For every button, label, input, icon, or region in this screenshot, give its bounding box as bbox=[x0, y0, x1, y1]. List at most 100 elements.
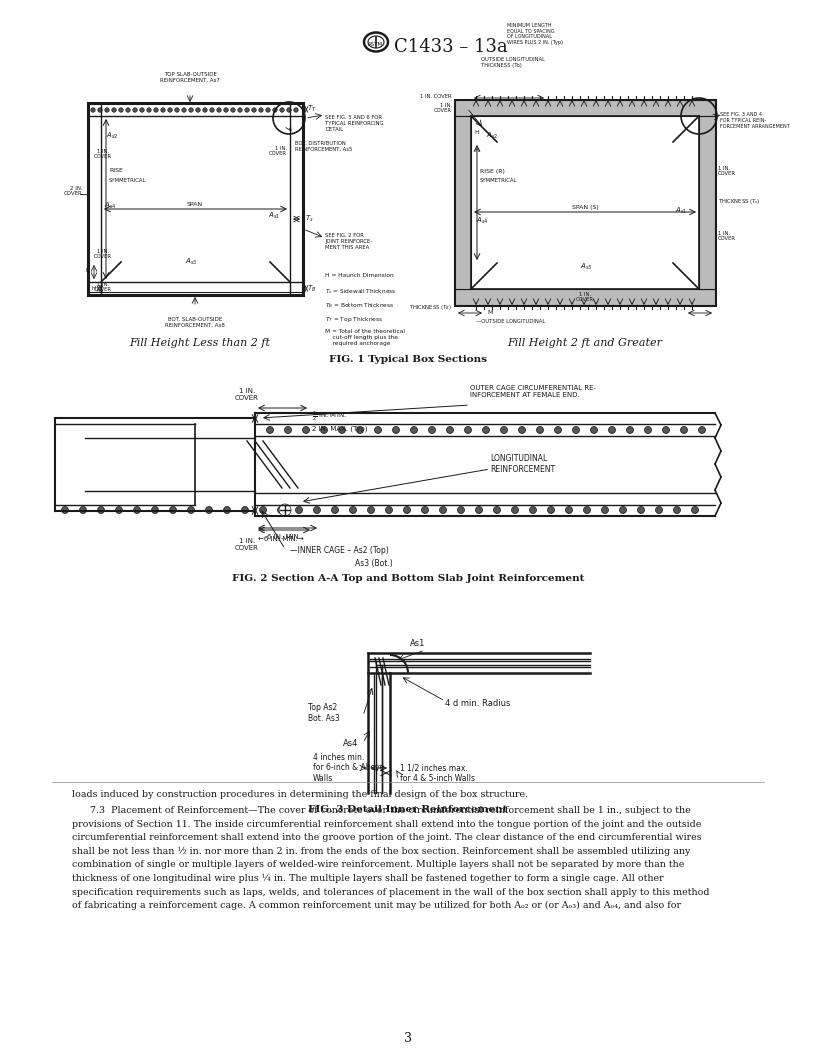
Circle shape bbox=[61, 507, 69, 513]
Circle shape bbox=[440, 507, 446, 513]
Circle shape bbox=[619, 507, 627, 513]
Text: 1 IN.
COVER: 1 IN. COVER bbox=[94, 248, 112, 260]
Text: As3 (Bot.): As3 (Bot.) bbox=[355, 559, 392, 568]
Text: SEE FIG. 2 FOR
JOINT REINFORCE-
MENT THIS AREA: SEE FIG. 2 FOR JOINT REINFORCE- MENT THI… bbox=[325, 233, 372, 249]
Circle shape bbox=[627, 427, 633, 434]
Bar bbox=[455, 100, 715, 305]
Text: $A_{s3}$: $A_{s3}$ bbox=[580, 262, 592, 272]
Text: H: H bbox=[474, 130, 479, 134]
Text: 1 IN.
COVER: 1 IN. COVER bbox=[434, 102, 452, 113]
Circle shape bbox=[673, 507, 681, 513]
Text: M: M bbox=[487, 310, 492, 316]
Circle shape bbox=[168, 108, 172, 112]
Circle shape bbox=[161, 108, 165, 112]
Text: BOT. SLAB-OUTSIDE
REINFORCEMENT, As8: BOT. SLAB-OUTSIDE REINFORCEMENT, As8 bbox=[165, 317, 225, 327]
Text: FIG. 3 Detail Inner Reinforcement: FIG. 3 Detail Inner Reinforcement bbox=[308, 805, 508, 814]
Text: SEE FIG. 3 AND 4
FOR TYPICAL REIN-
FORCEMENT ARRANGEMENT: SEE FIG. 3 AND 4 FOR TYPICAL REIN- FORCE… bbox=[720, 112, 790, 129]
Circle shape bbox=[410, 427, 418, 434]
Circle shape bbox=[464, 427, 472, 434]
Circle shape bbox=[645, 427, 651, 434]
Text: —OUTSIDE LONGITUDINAL: —OUTSIDE LONGITUDINAL bbox=[476, 319, 545, 324]
Text: 4 inches min.
for 6-inch & Above
Walls: 4 inches min. for 6-inch & Above Walls bbox=[313, 753, 384, 782]
Text: ASTM: ASTM bbox=[369, 41, 384, 46]
Text: FIG. 2 Section A-A Top and Bottom Slab Joint Reinforcement: FIG. 2 Section A-A Top and Bottom Slab J… bbox=[232, 574, 584, 583]
Text: H: H bbox=[92, 285, 96, 290]
Text: 1 1/2 inches max.
for 4 & 5-inch Walls: 1 1/2 inches max. for 4 & 5-inch Walls bbox=[400, 763, 475, 782]
Text: $T_s$ = Sidewall Thickness: $T_s$ = Sidewall Thickness bbox=[325, 287, 397, 296]
Text: $A_{s2}$: $A_{s2}$ bbox=[106, 131, 118, 142]
Text: 1 IN.
COVER: 1 IN. COVER bbox=[235, 538, 259, 551]
Circle shape bbox=[681, 427, 688, 434]
Circle shape bbox=[555, 427, 561, 434]
Circle shape bbox=[698, 427, 706, 434]
Text: 1 IN.
COVER: 1 IN. COVER bbox=[269, 146, 287, 156]
Text: MINIMUM LENGTH
EQUAL TO SPACING
OF LONGITUDINAL
WIRES PLUS 2 IN. (Typ): MINIMUM LENGTH EQUAL TO SPACING OF LONGI… bbox=[507, 22, 563, 45]
Text: SYMMETRICAL: SYMMETRICAL bbox=[109, 178, 146, 184]
Bar bbox=[455, 289, 715, 305]
Text: 3: 3 bbox=[404, 1032, 412, 1045]
Circle shape bbox=[224, 108, 228, 112]
Circle shape bbox=[147, 108, 151, 112]
Circle shape bbox=[518, 427, 526, 434]
Circle shape bbox=[446, 427, 454, 434]
Text: SEE FIG. 5 AND 6 FOR
TYPICAL REINFORCING
DETAIL: SEE FIG. 5 AND 6 FOR TYPICAL REINFORCING… bbox=[325, 115, 384, 132]
Text: RISE: RISE bbox=[109, 169, 123, 173]
Circle shape bbox=[349, 507, 357, 513]
Text: THICKNESS ($T_B$): THICKNESS ($T_B$) bbox=[409, 303, 452, 313]
Text: —INNER CAGE – As2 (Top): —INNER CAGE – As2 (Top) bbox=[290, 546, 388, 555]
Circle shape bbox=[242, 507, 249, 513]
Text: BOT. DISTRIBUTION
REINFORCEMENT, As5: BOT. DISTRIBUTION REINFORCEMENT, As5 bbox=[295, 142, 353, 152]
Bar bbox=[699, 116, 715, 289]
Circle shape bbox=[565, 507, 573, 513]
Text: As1: As1 bbox=[410, 639, 425, 648]
Text: M = Total of the theoretical
    cut-off length plus the
    required anchorage: M = Total of the theoretical cut-off len… bbox=[325, 329, 405, 345]
Circle shape bbox=[267, 427, 273, 434]
Circle shape bbox=[500, 427, 508, 434]
Text: RISE (R): RISE (R) bbox=[480, 169, 505, 173]
Circle shape bbox=[321, 427, 327, 434]
Circle shape bbox=[583, 507, 591, 513]
Circle shape bbox=[182, 108, 186, 112]
Circle shape bbox=[217, 108, 221, 112]
Circle shape bbox=[536, 427, 543, 434]
Circle shape bbox=[637, 507, 645, 513]
Circle shape bbox=[422, 507, 428, 513]
Text: H: H bbox=[86, 267, 90, 272]
Circle shape bbox=[252, 108, 256, 112]
Text: 1 IN.
COVER: 1 IN. COVER bbox=[94, 282, 112, 293]
Bar bbox=[471, 116, 699, 289]
Circle shape bbox=[482, 427, 490, 434]
Text: $A_{s4}$: $A_{s4}$ bbox=[476, 215, 489, 226]
Circle shape bbox=[512, 507, 518, 513]
Circle shape bbox=[116, 507, 122, 513]
Circle shape bbox=[152, 507, 158, 513]
Circle shape bbox=[609, 427, 615, 434]
Circle shape bbox=[357, 427, 363, 434]
Text: H: H bbox=[474, 148, 479, 152]
Text: thickness of one longitudinal wire plus ¼ in. The multiple layers shall be faste: thickness of one longitudinal wire plus … bbox=[72, 874, 663, 883]
Text: OUTSIDE LONGITUDINAL
THICKNESS (To): OUTSIDE LONGITUDINAL THICKNESS (To) bbox=[481, 57, 545, 68]
Circle shape bbox=[476, 507, 482, 513]
Circle shape bbox=[170, 507, 176, 513]
Bar bbox=[455, 100, 715, 116]
Text: $T_B$ = Bottom Thickness: $T_B$ = Bottom Thickness bbox=[325, 301, 394, 309]
Text: specification requirements such as laps, welds, and tolerances of placement in t: specification requirements such as laps,… bbox=[72, 888, 709, 897]
Text: $T_s$: $T_s$ bbox=[305, 214, 313, 224]
Text: As4: As4 bbox=[343, 738, 358, 748]
Text: $A_{s2}$: $A_{s2}$ bbox=[486, 131, 499, 142]
Circle shape bbox=[392, 427, 400, 434]
Text: Fill Height 2 ft and Greater: Fill Height 2 ft and Greater bbox=[508, 338, 663, 348]
Text: SYMMETRICAL: SYMMETRICAL bbox=[480, 178, 517, 184]
Text: OUTER CAGE CIRCUMFERENTIAL RE-
INFORCEMENT AT FEMALE END.: OUTER CAGE CIRCUMFERENTIAL RE- INFORCEME… bbox=[470, 385, 596, 398]
Text: provisions of Section 11. The inside circumferential reinforcement shall extend : provisions of Section 11. The inside cir… bbox=[72, 819, 702, 829]
Circle shape bbox=[224, 507, 230, 513]
Text: 4 d min. Radius: 4 d min. Radius bbox=[445, 698, 510, 708]
Circle shape bbox=[494, 507, 500, 513]
Text: $A_{s1}$: $A_{s1}$ bbox=[675, 206, 687, 216]
Text: 1 IN.
COVER: 1 IN. COVER bbox=[235, 388, 259, 401]
Circle shape bbox=[548, 507, 555, 513]
Circle shape bbox=[530, 507, 536, 513]
Circle shape bbox=[285, 427, 291, 434]
Circle shape bbox=[428, 427, 436, 434]
Text: 6 IN. MIN.: 6 IN. MIN. bbox=[267, 534, 301, 540]
